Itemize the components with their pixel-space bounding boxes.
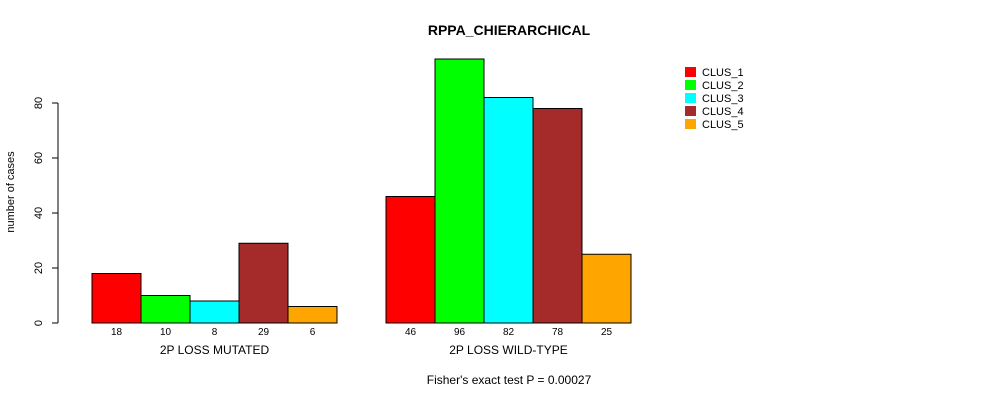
bar-clus-1-group-2 bbox=[385, 196, 436, 324]
bar-count-label: 8 bbox=[212, 327, 218, 338]
bar-clus-4-group-1 bbox=[238, 242, 289, 324]
bar-count-label: 82 bbox=[503, 327, 515, 338]
bar-count-label: 18 bbox=[111, 327, 123, 338]
bar-clus-2-group-2 bbox=[434, 58, 485, 324]
y-tick-label: 40 bbox=[33, 207, 45, 219]
y-tick-label: 20 bbox=[33, 262, 45, 274]
x-group-labels: 2P LOSS MUTATED 2P LOSS WILD-TYPE bbox=[160, 343, 568, 357]
chart-title: RPPA_CHIERARCHICAL bbox=[428, 22, 591, 38]
fisher-test-footnote: Fisher's exact test P = 0.00027 bbox=[427, 373, 592, 387]
bar-clus-2-group-1 bbox=[140, 295, 191, 324]
y-axis: 0 20 40 60 80 bbox=[33, 97, 59, 326]
bar-count-label: 25 bbox=[601, 327, 613, 338]
legend-swatch-clus-4 bbox=[685, 106, 696, 116]
bar-count-label: 29 bbox=[258, 327, 270, 338]
bar-clus-4-group-2 bbox=[532, 108, 583, 324]
legend-label: CLUS_1 bbox=[702, 67, 744, 79]
legend-swatch-clus-1 bbox=[685, 67, 696, 77]
bar-count-label: 78 bbox=[552, 327, 564, 338]
bar-clus-1-group-1 bbox=[91, 273, 142, 324]
legend-swatch-clus-2 bbox=[685, 80, 696, 90]
y-tick-label: 0 bbox=[33, 320, 45, 326]
y-tick-label: 80 bbox=[33, 97, 45, 109]
legend-label: CLUS_4 bbox=[702, 106, 744, 118]
legend-label: CLUS_2 bbox=[702, 80, 744, 92]
bar-count-label: 96 bbox=[454, 327, 466, 338]
y-tick-label: 60 bbox=[33, 152, 45, 164]
legend-label: CLUS_3 bbox=[702, 93, 744, 105]
y-axis-label: number of cases bbox=[5, 151, 17, 233]
bar-clus-5-group-2 bbox=[581, 253, 632, 324]
x-group-label: 2P LOSS MUTATED bbox=[160, 343, 270, 357]
bar-count-label: 46 bbox=[405, 327, 417, 338]
bar-count-label: 6 bbox=[310, 327, 316, 338]
legend-swatch-clus-5 bbox=[685, 119, 696, 129]
bar-clus-3-group-1 bbox=[189, 300, 240, 324]
bar-count-labels: 18 10 8 29 6 46 96 82 78 25 bbox=[111, 327, 613, 338]
bars-layer bbox=[91, 58, 632, 324]
legend-swatch-clus-3 bbox=[685, 93, 696, 103]
x-group-label: 2P LOSS WILD-TYPE bbox=[449, 343, 567, 357]
bar-count-label: 10 bbox=[160, 327, 172, 338]
legend-label: CLUS_5 bbox=[702, 119, 744, 131]
bar-clus-5-group-1 bbox=[287, 306, 338, 324]
bar-clus-3-group-2 bbox=[483, 97, 534, 324]
